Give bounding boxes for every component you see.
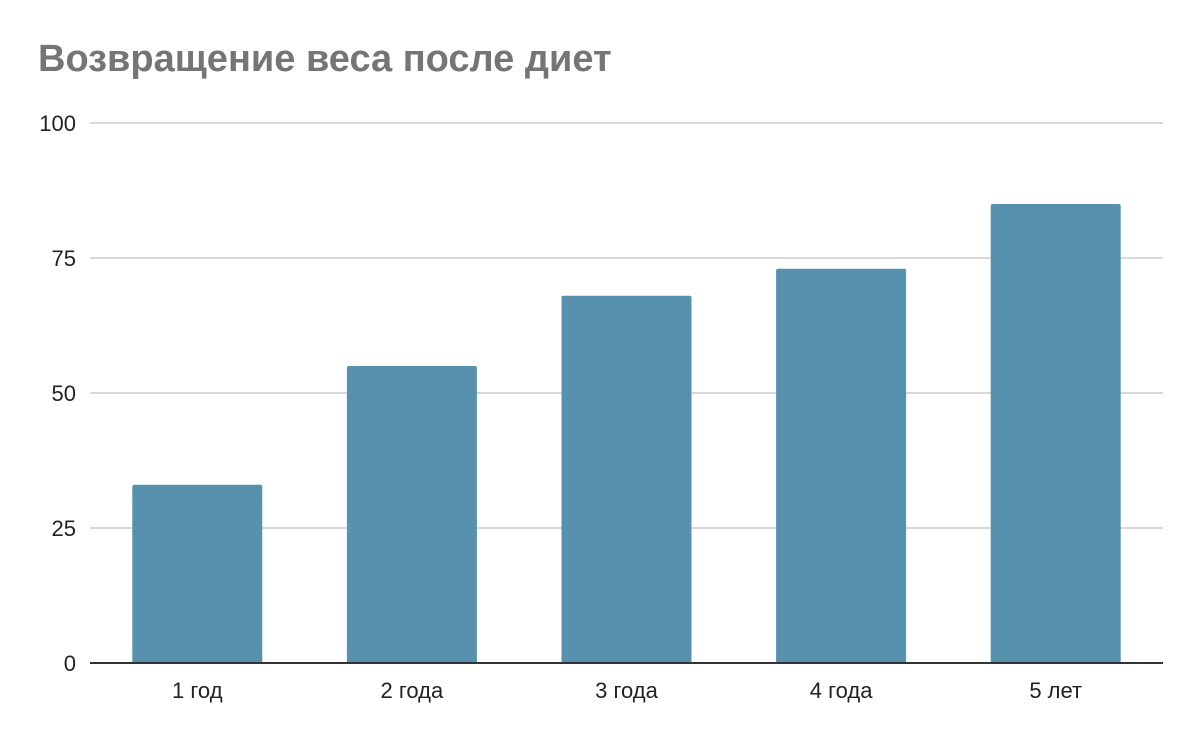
x-tick-label: 4 года [810,678,873,703]
y-tick-label: 25 [52,516,76,541]
y-axis-ticks: 0 25 50 75 100 [39,111,76,676]
chart-title: Возвращение веса после диет [38,38,612,80]
bar [561,295,692,663]
x-axis-ticks: 1 год 2 года 3 года 4 года 5 лет [172,678,1082,703]
y-tick-label: 50 [52,381,76,406]
x-tick-label: 3 года [595,678,658,703]
bar [132,484,263,663]
y-tick-label: 75 [52,246,76,271]
x-tick-label: 2 года [381,678,444,703]
bar [776,268,907,663]
x-tick-label: 1 год [172,678,223,703]
y-tick-label: 0 [64,651,76,676]
bar [990,204,1121,663]
y-tick-label: 100 [39,111,76,136]
bar [346,366,477,663]
x-tick-label: 5 лет [1029,678,1082,703]
bars [132,204,1121,663]
